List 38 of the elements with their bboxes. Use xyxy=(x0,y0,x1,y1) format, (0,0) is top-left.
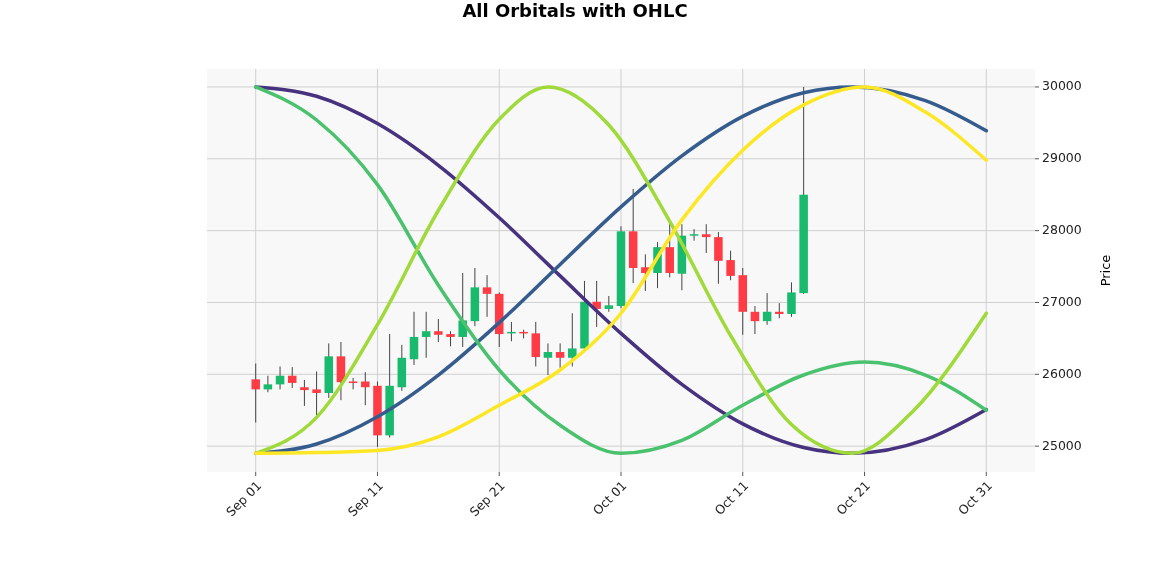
y-tick-label: 25000 xyxy=(1042,437,1082,453)
candlestick xyxy=(750,305,760,335)
candlestick xyxy=(300,379,309,407)
candlestick xyxy=(714,231,723,285)
candlestick xyxy=(531,321,541,367)
candlestick xyxy=(787,281,796,318)
x-tick-label: Sep 11 xyxy=(344,477,387,520)
candlestick xyxy=(263,375,273,393)
x-tick-label: Sep 01 xyxy=(222,477,265,520)
x-tick-label: Sep 21 xyxy=(466,477,508,520)
candlestick xyxy=(568,312,577,367)
candlestick xyxy=(312,370,321,416)
candlestick xyxy=(287,366,297,389)
candlestick xyxy=(555,342,565,369)
chart-title: All Orbitals with OHLC xyxy=(462,0,688,21)
x-tick-label: Oct 11 xyxy=(711,477,752,518)
candlestick xyxy=(421,311,431,359)
x-tick-label: Oct 01 xyxy=(589,477,630,518)
candlestick xyxy=(434,318,443,343)
y-tick-label: 30000 xyxy=(1042,78,1082,94)
line-series xyxy=(253,85,989,456)
candlestick xyxy=(482,274,492,318)
y-tick-label: 29000 xyxy=(1042,150,1082,166)
x-tick-label: Oct 21 xyxy=(833,477,874,518)
candlestick xyxy=(409,311,419,366)
candlestick xyxy=(726,250,735,281)
candlestick xyxy=(361,371,370,406)
y-axis-title: Price xyxy=(1097,254,1113,287)
candlestick xyxy=(543,342,553,376)
candlestick xyxy=(348,377,358,390)
y-tick-label: 27000 xyxy=(1042,293,1082,309)
y-tick-label: 28000 xyxy=(1042,222,1082,238)
x-tick-label: Oct 31 xyxy=(954,477,995,518)
candlestick xyxy=(689,228,699,242)
candlestick xyxy=(701,223,711,254)
candlestick xyxy=(251,363,260,423)
candlestick xyxy=(762,292,772,326)
y-tick-label: 26000 xyxy=(1042,365,1082,381)
